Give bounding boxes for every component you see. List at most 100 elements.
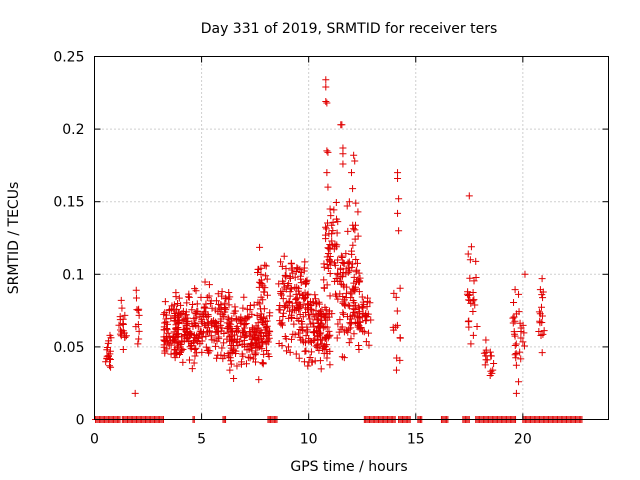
data-point	[251, 350, 259, 358]
data-point	[119, 345, 127, 353]
data-point	[261, 317, 269, 325]
y-tick-label: 0	[76, 413, 85, 429]
data-point	[222, 295, 230, 303]
data-point	[465, 192, 473, 200]
data-point	[240, 293, 248, 301]
data-point	[170, 346, 178, 354]
data-point	[363, 312, 371, 320]
data-point	[365, 341, 373, 349]
data-point	[295, 354, 303, 362]
data-point	[351, 305, 359, 313]
data-point	[471, 301, 479, 309]
data-point	[464, 250, 472, 258]
x-tick-label: 10	[300, 432, 318, 448]
data-point	[225, 288, 233, 296]
data-point	[259, 313, 267, 321]
data-point	[326, 361, 334, 369]
data-point	[321, 303, 329, 311]
data-point	[348, 169, 355, 177]
data-point	[298, 323, 306, 331]
data-point	[390, 326, 398, 334]
data-point	[323, 99, 331, 107]
data-point	[230, 375, 238, 383]
data-point	[464, 318, 472, 326]
data-point	[511, 351, 519, 359]
data-point	[116, 313, 124, 321]
data-point	[290, 320, 298, 328]
data-point	[301, 258, 309, 266]
data-point	[342, 265, 350, 273]
data-point	[132, 286, 140, 294]
data-point	[360, 328, 368, 336]
data-point	[315, 347, 323, 355]
data-point	[342, 250, 350, 258]
data-point	[395, 227, 403, 235]
data-point	[469, 307, 477, 315]
data-point	[334, 256, 342, 264]
data-point	[172, 330, 180, 338]
data-point	[121, 311, 129, 319]
data-point	[117, 296, 125, 304]
data-point	[346, 302, 354, 310]
data-point	[293, 315, 301, 323]
data-point	[323, 169, 331, 177]
data-point	[105, 362, 113, 370]
data-point	[350, 286, 358, 294]
data-point	[351, 226, 359, 234]
data-point	[184, 317, 192, 325]
data-point	[286, 274, 294, 282]
data-point	[324, 244, 332, 252]
data-point	[487, 367, 495, 375]
data-point	[320, 276, 328, 284]
data-point	[279, 277, 287, 285]
data-point	[238, 350, 246, 358]
data-point	[490, 360, 498, 368]
data-point	[511, 341, 519, 349]
data-point	[487, 352, 495, 360]
data-point	[219, 355, 227, 363]
data-point	[254, 324, 262, 332]
data-point	[262, 262, 270, 270]
data-point	[220, 339, 228, 347]
data-point	[233, 322, 241, 330]
data-point	[106, 355, 114, 363]
data-point	[466, 297, 474, 305]
data-point	[466, 256, 474, 264]
data-point	[228, 328, 236, 336]
data-point	[256, 343, 264, 351]
data-point	[322, 225, 330, 233]
data-point	[174, 323, 182, 331]
data-point	[182, 308, 190, 316]
x-tick-label: 15	[407, 432, 425, 448]
data-point	[337, 252, 345, 260]
data-point	[237, 332, 245, 340]
data-point	[356, 318, 364, 326]
data-point	[266, 309, 274, 317]
data-point	[340, 283, 348, 291]
data-point	[279, 312, 287, 320]
data-point	[280, 309, 288, 317]
data-point	[173, 332, 181, 340]
data-point	[229, 346, 237, 354]
data-point	[322, 223, 330, 231]
grid-lines	[94, 56, 609, 420]
data-point	[167, 314, 175, 322]
data-point	[176, 348, 184, 356]
data-point	[192, 287, 200, 295]
data-point	[224, 314, 232, 322]
data-point	[299, 291, 307, 299]
data-point	[183, 299, 191, 307]
data-point	[345, 198, 353, 206]
data-point	[511, 286, 519, 294]
data-point	[295, 329, 303, 337]
data-point	[354, 232, 362, 240]
data-point	[263, 275, 271, 283]
data-point	[330, 206, 338, 214]
data-point	[394, 174, 402, 182]
data-point	[355, 278, 363, 286]
data-point	[334, 320, 342, 328]
data-point	[328, 221, 336, 229]
data-point	[517, 334, 525, 342]
data-point	[135, 335, 143, 343]
data-point	[191, 352, 199, 360]
